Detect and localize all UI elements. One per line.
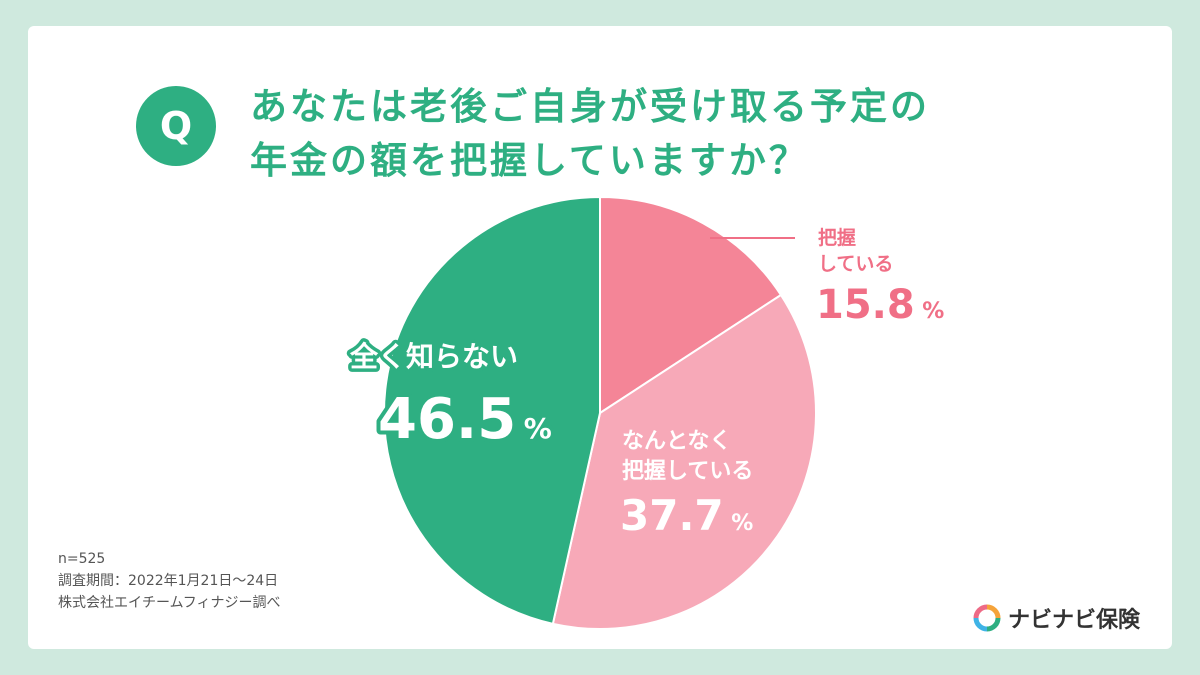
slice-3-label: 全く知らない bbox=[349, 340, 518, 373]
slice-1-unit: % bbox=[922, 299, 944, 324]
slice-1-label-line-1: 把握 bbox=[818, 226, 856, 249]
sample-size: n=525 bbox=[58, 551, 106, 567]
brand-logo: ナビナビ保険 bbox=[972, 602, 1140, 634]
svg-text:把握: 把握 bbox=[818, 226, 856, 249]
slice-2-unit: % bbox=[731, 511, 753, 536]
brand-ring-icon bbox=[973, 604, 1001, 632]
survey-source: 株式会社エイチームフィナジー調べ bbox=[58, 595, 281, 611]
slice-3-unit: % bbox=[524, 412, 552, 445]
svg-text:全く知らない: 全く知らない bbox=[349, 340, 518, 373]
pie-slice-1 bbox=[599, 195, 783, 415]
slice-1-value: 15.8 bbox=[816, 282, 915, 328]
question-badge: Q bbox=[136, 86, 216, 166]
slice-2-value: 37.7 bbox=[620, 491, 724, 540]
svg-text:37.7 %: 37.7 % bbox=[620, 491, 753, 540]
question-title-line-2: 年金の額を把握していますか？ bbox=[250, 139, 809, 182]
svg-text:把握している: 把握している bbox=[622, 458, 753, 484]
question-title-line-1: あなたは老後ご自身が受け取る予定の bbox=[250, 85, 930, 128]
survey-period: 調査期間：2022年1月21日〜24日 bbox=[58, 573, 279, 589]
slice-1-label-line-2: している bbox=[818, 253, 893, 275]
svg-text:している: している bbox=[818, 253, 893, 275]
svg-text:46.5 %: 46.5 % bbox=[378, 387, 552, 452]
pie-slice-2 bbox=[551, 293, 817, 630]
pie-slice-3 bbox=[383, 195, 601, 625]
svg-text:なんとなく: なんとなく bbox=[622, 429, 731, 454]
survey-meta: n=525 調査期間：2022年1月21日〜24日 株式会社エイチームフィナジー… bbox=[58, 548, 280, 614]
question-title: あなたは老後ご自身が受け取る予定の 年金の額を把握していますか？ bbox=[250, 80, 1130, 188]
brand-name: ナビナビ保険 bbox=[1008, 608, 1141, 633]
slice-2-label-line-2: 把握している bbox=[622, 458, 753, 484]
slice-3-value: 46.5 bbox=[378, 387, 516, 452]
svg-text:15.8 %: 15.8 % bbox=[816, 282, 944, 328]
slice-2-label-line-1: なんとなく bbox=[622, 429, 731, 454]
